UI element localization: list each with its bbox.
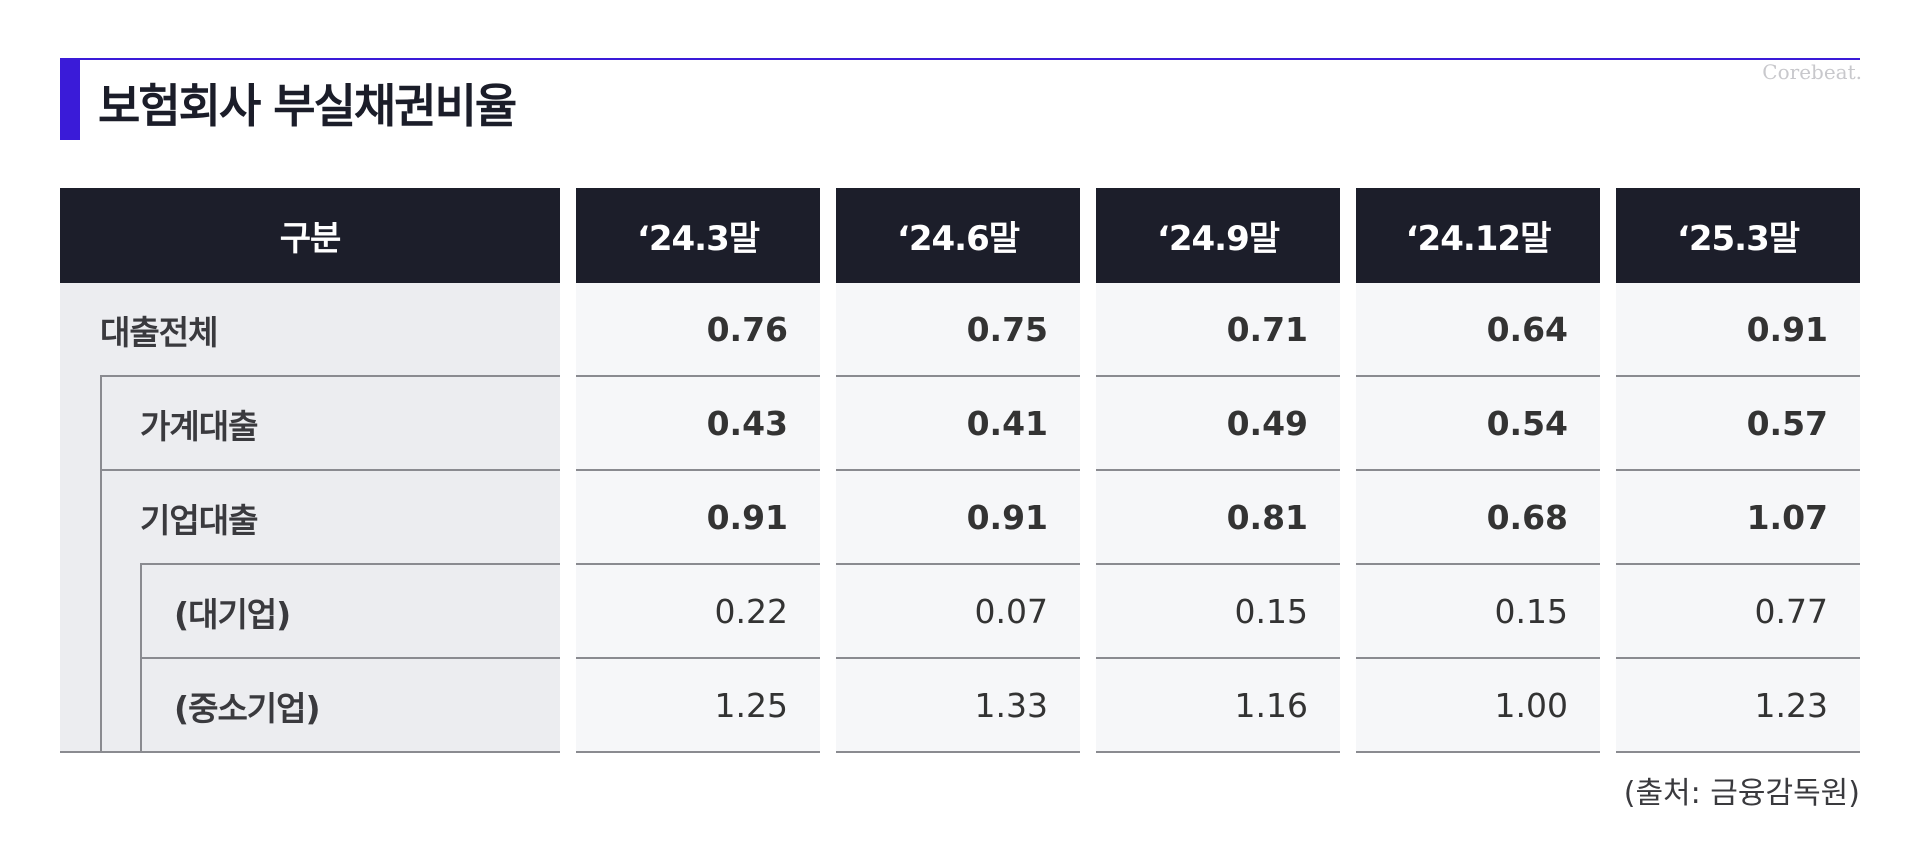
title-block: 보험회사 부실채권비율 — [60, 58, 1860, 142]
table-cell: 0.43 — [576, 377, 820, 471]
table-cell: 0.91 — [836, 471, 1080, 565]
header-col-4: ‘24.12말 — [1356, 188, 1600, 283]
table-cell: 0.91 — [576, 471, 820, 565]
label-indent-line — [100, 375, 102, 753]
table-cell: 1.23 — [1616, 659, 1860, 753]
table-cell: 1.00 — [1356, 659, 1600, 753]
table-cell: 1.25 — [576, 659, 820, 753]
table-cell: 0.76 — [576, 283, 820, 377]
row-label-column — [60, 283, 560, 753]
row-label-corporate-loans: 기업대출 — [140, 501, 258, 540]
table-cell: 0.22 — [576, 565, 820, 659]
label-divider — [100, 469, 560, 471]
table-cell: 0.77 — [1616, 565, 1860, 659]
table-cell: 0.91 — [1616, 283, 1860, 377]
table-cell: 0.81 — [1096, 471, 1340, 565]
table-cell: 0.57 — [1616, 377, 1860, 471]
table-cell: 0.07 — [836, 565, 1080, 659]
table-cell: 0.15 — [1096, 565, 1340, 659]
header-col-5: ‘25.3말 — [1616, 188, 1860, 283]
label-bottom-rule — [60, 751, 560, 753]
title-accent-bar — [60, 58, 80, 140]
header-col-3: ‘24.9말 — [1096, 188, 1340, 283]
table-cell: 0.54 — [1356, 377, 1600, 471]
table-cell: 1.33 — [836, 659, 1080, 753]
table-cell: 0.71 — [1096, 283, 1340, 377]
label-divider — [100, 375, 560, 377]
row-label-household-loans: 가계대출 — [140, 407, 258, 446]
table-cell: 0.41 — [836, 377, 1080, 471]
row-label-total-loans: 대출전체 — [100, 313, 218, 352]
label-divider — [140, 563, 560, 565]
page-title: 보험회사 부실채권비율 — [98, 79, 517, 133]
row-label-sme: (중소기업) — [174, 689, 321, 728]
table-cell: 0.75 — [836, 283, 1080, 377]
table-cell: 1.16 — [1096, 659, 1340, 753]
label-divider — [140, 657, 560, 659]
source-note: (출처: 금융감독원) — [1623, 776, 1860, 811]
table-cell: 0.49 — [1096, 377, 1340, 471]
title-rule — [80, 58, 1860, 60]
header-col-1: ‘24.3말 — [576, 188, 820, 283]
table-cell: 0.15 — [1356, 565, 1600, 659]
table-cell: 0.68 — [1356, 471, 1600, 565]
table-cell: 1.07 — [1616, 471, 1860, 565]
brand-logo: Corebeat. — [1762, 60, 1862, 84]
header-category: 구분 — [60, 188, 560, 283]
header-col-2: ‘24.6말 — [836, 188, 1080, 283]
table-cell: 0.64 — [1356, 283, 1600, 377]
row-label-large-corp: (대기업) — [174, 595, 291, 634]
